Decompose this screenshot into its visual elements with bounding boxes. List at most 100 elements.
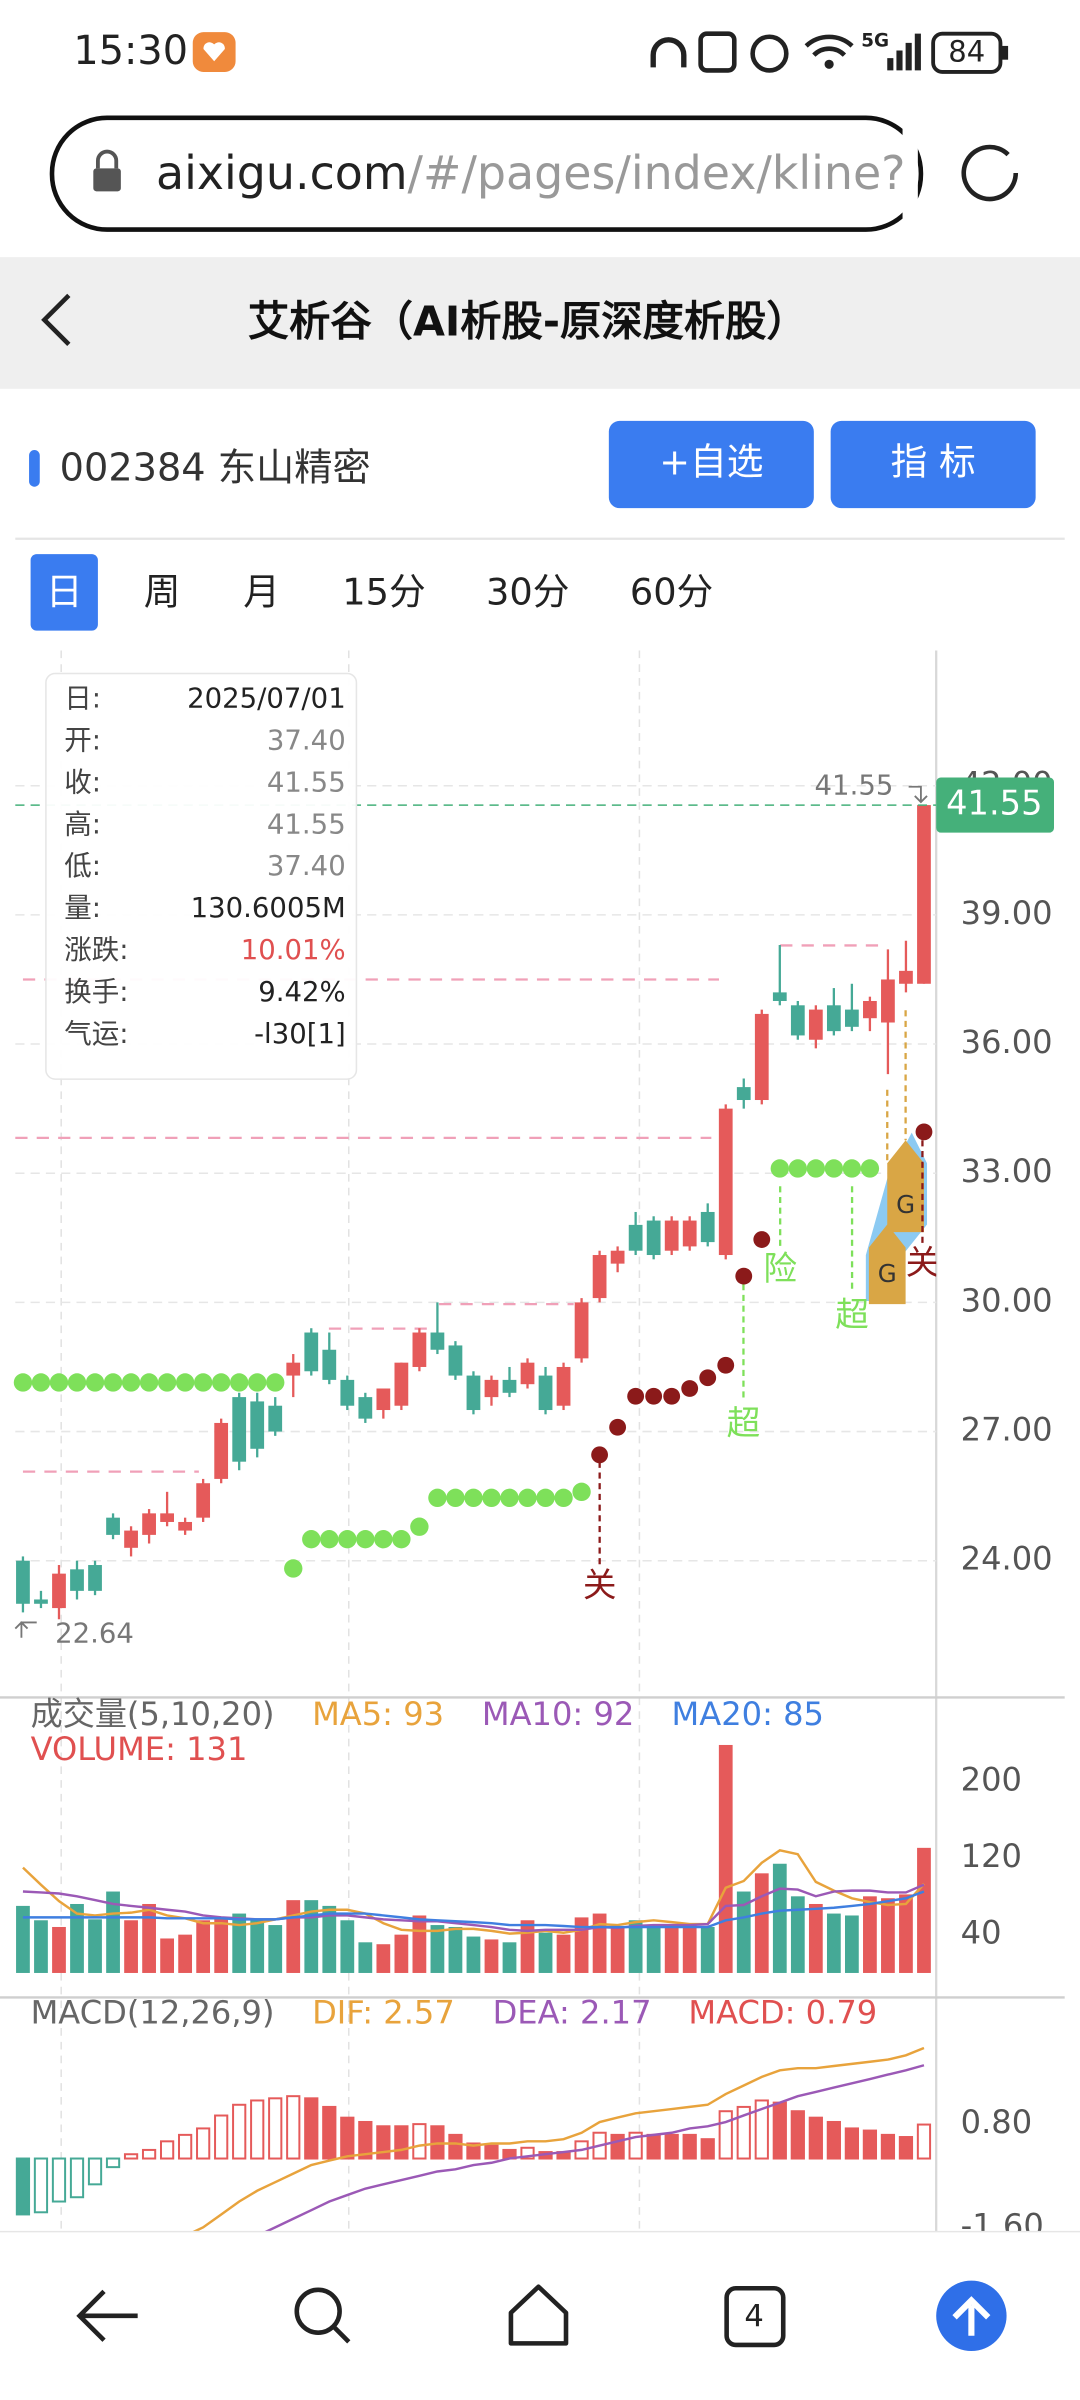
macd-bar [880, 2133, 896, 2160]
support-dot [85, 1373, 105, 1392]
volume-bar [340, 1920, 355, 1973]
period-tab[interactable]: 15分 [342, 570, 425, 613]
nfc-icon [698, 31, 737, 73]
ma-line [22, 1890, 925, 1929]
candle-body [772, 992, 787, 1001]
macd-bar [358, 2120, 373, 2160]
reload-button[interactable] [961, 144, 1019, 202]
support-dot [139, 1373, 159, 1392]
candle-body [610, 1250, 625, 1264]
candle-body [754, 1013, 769, 1101]
candle-body [628, 1224, 643, 1251]
tooltip-label: 日: [64, 682, 101, 714]
macd-bar [898, 2136, 914, 2160]
volume-bar [34, 1920, 48, 1973]
period-tab[interactable]: 周 [144, 570, 181, 613]
y-tick-label: 36.00 [961, 1023, 1053, 1061]
annotation: 关 [583, 1566, 617, 1605]
candle-body [718, 1108, 733, 1256]
stops-dot [591, 1446, 609, 1464]
period-tab[interactable]: 月 [243, 570, 280, 613]
volume-bar [466, 1936, 481, 1973]
period-selected[interactable] [30, 554, 98, 631]
wifi-icon [804, 34, 854, 57]
app-header [0, 257, 1080, 389]
indicator-button[interactable] [830, 420, 1036, 509]
macd-bar [646, 2133, 661, 2160]
nav-search[interactable] [294, 2287, 342, 2335]
signal-icon [887, 33, 921, 71]
macd-bar [682, 2133, 697, 2160]
tooltip-value: 41.55 [267, 766, 346, 798]
signal-g [887, 1140, 924, 1233]
nav-back[interactable] [76, 2289, 138, 2342]
volume-bar [142, 1903, 156, 1973]
support-dot [410, 1517, 429, 1536]
url-bar[interactable] [49, 115, 924, 232]
support-dot [157, 1373, 177, 1392]
annotation: 险 [763, 1249, 797, 1288]
tooltip-label: 开: [64, 724, 101, 756]
support-dot [518, 1488, 537, 1508]
macd-bar [87, 2157, 103, 2186]
period-tab[interactable]: 30分 [486, 570, 569, 613]
period-tab[interactable]: 日 [46, 570, 83, 613]
volume-bar [592, 1913, 607, 1973]
wifi-dot [824, 59, 834, 69]
back-button[interactable] [41, 293, 71, 347]
candle-body [160, 1513, 174, 1522]
nav-home[interactable] [508, 2284, 569, 2346]
volume-bar [610, 1926, 625, 1973]
candle-body [863, 1000, 877, 1019]
stops-dot [753, 1231, 771, 1248]
macd-bar [808, 2116, 823, 2160]
volume-bar [808, 1903, 823, 1973]
period-tab[interactable]: 60分 [630, 570, 713, 613]
tooltip-label: 高: [64, 808, 101, 840]
candle-body [34, 1599, 48, 1604]
support-dot [193, 1373, 213, 1392]
candle-body [538, 1375, 553, 1411]
volume-bar [790, 1896, 805, 1973]
stops-dot [609, 1418, 627, 1436]
tooltip-value: 10.01% [241, 934, 346, 966]
y-tick-label: 30.00 [961, 1281, 1053, 1319]
support-dot [536, 1488, 555, 1508]
candle-body [232, 1397, 247, 1462]
nav-tabs[interactable] [724, 2285, 786, 2348]
headphone-icon [650, 37, 687, 68]
macd-bar [304, 2097, 319, 2160]
volume-bar [376, 1944, 391, 1973]
stops-dot [663, 1387, 681, 1405]
y-tick-label: 200 [961, 1760, 1022, 1798]
last-price-label: 41.55 [946, 784, 1042, 823]
stops-dot [627, 1387, 645, 1405]
status-time: 15:30 [73, 28, 188, 74]
tooltip-label: 涨跌: [64, 934, 128, 966]
macd-bar [214, 2114, 229, 2160]
stock-name: 002384 东山精密 [60, 445, 371, 490]
volume-bar [881, 1898, 895, 1973]
volume-bar [268, 1925, 283, 1973]
ma-line [22, 1849, 925, 1935]
support-dot [121, 1373, 141, 1392]
volume-bar [448, 1926, 463, 1973]
candle-body [826, 1005, 841, 1032]
candle-body [430, 1332, 445, 1350]
volume-bar [628, 1920, 643, 1973]
tooltip [45, 672, 358, 1080]
candle-body [790, 1005, 805, 1036]
macd-bar [916, 2123, 932, 2160]
support-dot [392, 1530, 411, 1549]
macd-bar [286, 2095, 301, 2160]
network-type: 5G [861, 30, 889, 51]
macd-line [263, 2064, 925, 2232]
support-dot [842, 1159, 862, 1178]
last-price-box [936, 777, 1054, 833]
macd-line [191, 2046, 925, 2232]
watchlist-button[interactable] [608, 420, 814, 509]
macd-bar [394, 2125, 409, 2160]
stops-dot [681, 1380, 699, 1397]
support-dot [284, 1559, 303, 1578]
